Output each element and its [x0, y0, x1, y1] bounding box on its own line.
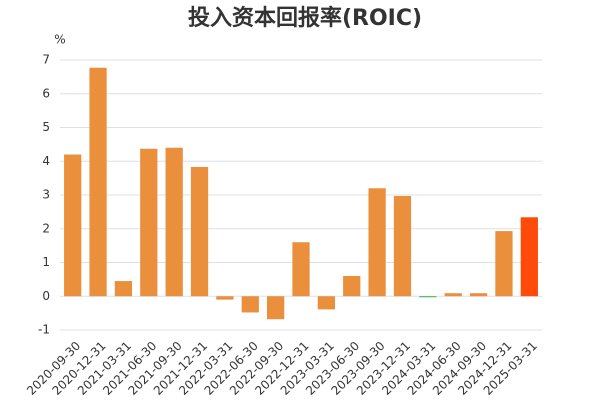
bar — [267, 296, 285, 320]
bar — [495, 231, 513, 297]
bar — [520, 217, 538, 297]
bar — [469, 293, 488, 297]
bar — [64, 154, 82, 297]
bar — [140, 148, 158, 297]
y-tick-label: 0 — [42, 289, 50, 303]
y-tick-label: 3 — [42, 188, 50, 202]
bar — [317, 296, 335, 310]
chart-title: 投入资本回报率(ROIC) — [188, 5, 422, 31]
bar — [190, 166, 209, 297]
bar — [114, 281, 133, 297]
y-tick-label: 1 — [42, 255, 50, 269]
y-tick-label: 4 — [42, 154, 50, 168]
bar — [216, 296, 234, 300]
y-tick-label: 5 — [42, 120, 50, 134]
bar — [241, 296, 259, 313]
bar — [343, 276, 361, 297]
y-tick-label: 7 — [42, 53, 50, 67]
bar — [89, 67, 107, 297]
bar — [165, 147, 183, 297]
bar — [444, 293, 462, 297]
bar — [393, 196, 412, 297]
bar — [368, 188, 386, 297]
y-tick-label: 6 — [42, 86, 50, 100]
y-tick-label: -1 — [38, 323, 50, 337]
bar — [292, 242, 310, 297]
y-tick-label: 2 — [42, 221, 50, 235]
bar — [419, 296, 437, 298]
y-unit: % — [54, 33, 65, 47]
